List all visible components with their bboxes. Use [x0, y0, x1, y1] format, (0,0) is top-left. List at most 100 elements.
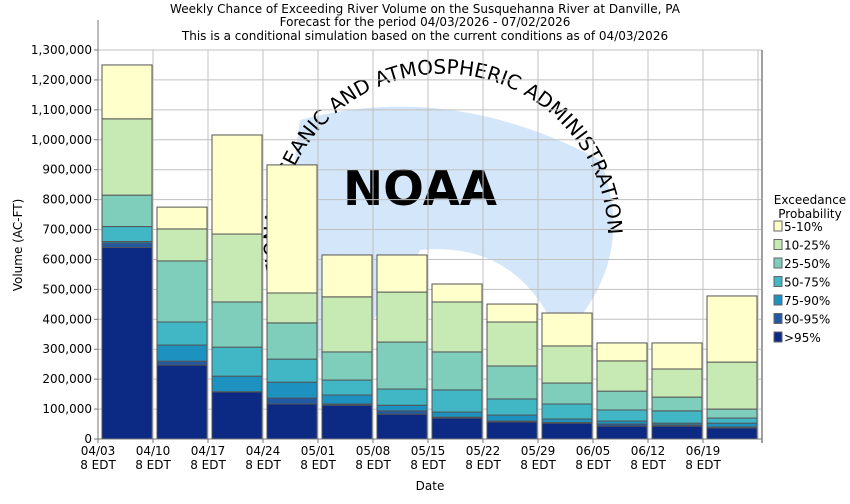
bar-segment-04-10-90-95	[157, 361, 207, 365]
bar-segment-05-01-75-90	[322, 395, 372, 404]
x-tick-sublabel: 8 EDT	[135, 458, 171, 472]
bar-segment-06-05-5-10	[597, 343, 647, 361]
bar-segment-06-12-95	[652, 426, 702, 439]
y-axis-label: Volume (AC-FT)	[11, 199, 25, 292]
legend-swatch	[774, 295, 782, 305]
bar-segment-05-29-50-75	[542, 404, 592, 419]
bar-segment-04-03-95	[102, 247, 152, 439]
bar-segment-05-22-75-90	[487, 415, 537, 421]
legend-swatch	[774, 221, 782, 231]
bar-segment-04-17-75-90	[212, 376, 262, 392]
bar-segment-05-08-5-10	[377, 255, 427, 292]
bar-segment-05-01-5-10	[322, 255, 372, 297]
x-tick-sublabel: 8 EDT	[190, 458, 226, 472]
legend-swatch	[774, 277, 782, 287]
legend-entry: 25-50%	[784, 257, 830, 271]
y-tick-label: 1,200,000	[31, 73, 92, 87]
legend-entry: 10-25%	[784, 239, 830, 253]
x-tick-sublabel: 8 EDT	[630, 458, 666, 472]
bar-segment-06-05-10-25	[597, 361, 647, 391]
bar-segment-05-01-95	[322, 405, 372, 439]
x-tick-sublabel: 8 EDT	[80, 458, 116, 472]
bar-segment-06-19-5-10	[707, 296, 757, 362]
bar-segment-06-12-5-10	[652, 343, 702, 369]
y-tick-label: 300,000	[42, 342, 92, 356]
bar-segment-04-03-25-50	[102, 195, 152, 226]
bar-segment-05-08-50-75	[377, 389, 427, 405]
bar-segment-04-24-50-75	[267, 359, 317, 382]
bar-segment-05-15-10-25	[432, 302, 482, 352]
legend-entry: 50-75%	[784, 276, 830, 290]
bar-segment-05-22-95	[487, 422, 537, 439]
legend-entry: 90-95%	[784, 313, 830, 327]
bar-segment-04-24-5-10	[267, 165, 317, 293]
x-tick-sublabel: 8 EDT	[410, 458, 446, 472]
bar-segment-04-24-75-90	[267, 382, 317, 398]
x-axis-label: Date	[416, 479, 445, 493]
bar-segment-05-29-5-10	[542, 313, 592, 346]
bar-segment-04-03-90-95	[102, 243, 152, 247]
bar-segment-04-17-50-75	[212, 347, 262, 376]
bar-segment-06-12-25-50	[652, 397, 702, 411]
x-tick-label: 05/15	[411, 444, 446, 458]
bar-segment-05-08-25-50	[377, 342, 427, 389]
y-tick-label: 800,000	[42, 193, 92, 207]
legend-title: Probability	[778, 207, 841, 221]
x-tick-sublabel: 8 EDT	[465, 458, 501, 472]
y-tick-label: 600,000	[42, 252, 92, 266]
bar-segment-06-19-25-50	[707, 409, 757, 418]
y-tick-label: 400,000	[42, 312, 92, 326]
legend-title: Exceedance	[774, 193, 846, 207]
bar-segment-04-03-50-75	[102, 227, 152, 242]
bar-segment-06-19-50-75	[707, 418, 757, 423]
bar-segment-04-03-5-10	[102, 65, 152, 119]
bar-segment-05-15-75-90	[432, 412, 482, 417]
x-tick-sublabel: 8 EDT	[685, 458, 721, 472]
bar-segment-05-29-25-50	[542, 383, 592, 404]
legend-swatch	[774, 240, 782, 250]
bar-segment-05-08-75-90	[377, 405, 427, 411]
bar-segment-06-12-10-25	[652, 369, 702, 397]
bar-segment-04-10-25-50	[157, 261, 207, 322]
bar-segment-05-29-95	[542, 423, 592, 439]
bar-segment-04-17-10-25	[212, 234, 262, 302]
y-tick-label: 700,000	[42, 223, 92, 237]
bar-segment-06-05-50-75	[597, 410, 647, 421]
bar-segment-04-10-50-75	[157, 322, 207, 345]
y-tick-label: 1,100,000	[31, 103, 92, 117]
x-tick-label: 04/03	[81, 444, 116, 458]
bar-segment-05-01-50-75	[322, 380, 372, 395]
bar-segment-04-24-10-25	[267, 293, 317, 323]
bar-segment-06-12-50-75	[652, 411, 702, 423]
y-tick-label: 1,300,000	[31, 43, 92, 57]
legend-swatch	[774, 314, 782, 324]
x-tick-sublabel: 8 EDT	[300, 458, 336, 472]
bar-segment-04-10-10-25	[157, 229, 207, 261]
x-tick-label: 05/08	[356, 444, 391, 458]
bar-segment-06-19-75-90	[707, 423, 757, 427]
bar-segment-05-29-75-90	[542, 419, 592, 423]
y-tick-label: 100,000	[42, 402, 92, 416]
y-tick-label: 1,000,000	[31, 133, 92, 147]
bar-segment-05-22-25-50	[487, 366, 537, 399]
y-tick-label: 200,000	[42, 372, 92, 386]
legend-entry: 75-90%	[784, 294, 830, 308]
bar-segment-06-19-10-25	[707, 362, 757, 409]
legend-swatch	[774, 332, 782, 342]
bar-segment-04-10-75-90	[157, 345, 207, 361]
bar-segment-04-24-25-50	[267, 323, 317, 359]
bar-segment-04-10-95	[157, 365, 207, 439]
x-tick-label: 04/10	[136, 444, 171, 458]
chart-title-line-3: This is a conditional simulation based o…	[181, 29, 668, 43]
legend-entry: 5-10%	[784, 220, 823, 234]
bar-segment-04-17-95	[212, 392, 262, 439]
chart-title-line-2: Forecast for the period 04/03/2026 - 07/…	[280, 15, 571, 29]
x-tick-sublabel: 8 EDT	[245, 458, 281, 472]
x-tick-label: 04/24	[246, 444, 281, 458]
x-tick-label: 06/12	[631, 444, 666, 458]
x-tick-label: 06/05	[576, 444, 611, 458]
bar-segment-05-01-10-25	[322, 297, 372, 352]
bar-segment-05-22-10-25	[487, 322, 537, 366]
bar-segment-06-05-95	[597, 426, 647, 439]
